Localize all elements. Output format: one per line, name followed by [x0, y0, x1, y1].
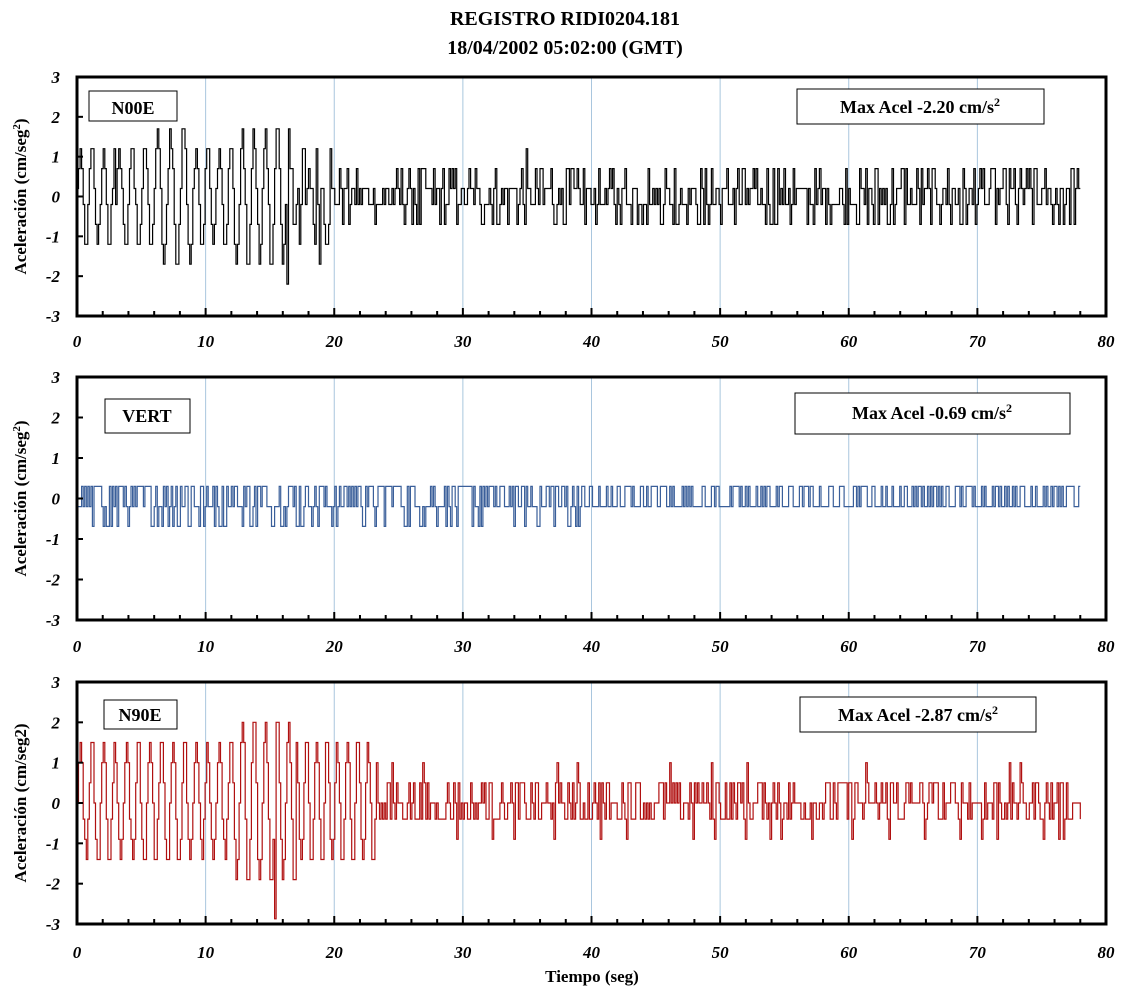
- chart-title-line2: 18/04/2002 05:02:00 (GMT): [447, 37, 683, 59]
- max-accel-box: [799, 696, 1037, 733]
- y-tick-label: 1: [52, 449, 61, 468]
- y-tick-label: 0: [52, 188, 61, 207]
- y-tick-label: 0: [52, 794, 61, 813]
- waveform-n90e: [77, 721, 1081, 920]
- y-tick-label: 3: [51, 673, 61, 692]
- x-tick-label: 30: [453, 332, 472, 351]
- component-label: VERT: [122, 406, 171, 426]
- max-accel-box: [796, 88, 1045, 125]
- component-label-box: [104, 398, 191, 434]
- y-axis-label: Aceleración (cm/seg2): [11, 118, 30, 274]
- y-tick-label: -2: [46, 571, 61, 590]
- max-accel-label: Max Acel -2.87 cm/s2: [838, 703, 998, 725]
- x-tick-label: 0: [73, 943, 82, 962]
- x-tick-label: 20: [325, 943, 344, 962]
- x-tick-label: 30: [453, 943, 472, 962]
- y-tick-label: 1: [52, 148, 61, 167]
- y-tick-label: -1: [46, 834, 60, 853]
- y-tick-label: 0: [52, 490, 61, 509]
- y-tick-label: -3: [46, 611, 61, 630]
- y-tick-label: 2: [51, 713, 61, 732]
- x-tick-label: 70: [969, 637, 987, 656]
- x-tick-label: 10: [197, 332, 215, 351]
- x-tick-label: 60: [840, 332, 858, 351]
- x-tick-label: 70: [969, 332, 987, 351]
- x-tick-label: 20: [325, 637, 344, 656]
- x-tick-label: 20: [325, 332, 344, 351]
- max-accel-box: [794, 392, 1071, 435]
- x-tick-label: 0: [73, 332, 82, 351]
- x-tick-label: 80: [1098, 332, 1116, 351]
- y-tick-label: 1: [52, 754, 61, 773]
- y-tick-label: 2: [51, 108, 61, 127]
- chart-title-line1: REGISTRO RIDI0204.181: [449, 8, 681, 30]
- x-tick-label: 0: [73, 637, 82, 656]
- component-label: N90E: [118, 705, 161, 725]
- y-axis-label: Aceleración (cm/seg2): [11, 723, 30, 882]
- y-tick-label: 3: [51, 68, 61, 87]
- x-tick-label: 10: [197, 637, 215, 656]
- y-tick-label: -1: [46, 227, 60, 246]
- x-tick-label: 60: [840, 637, 858, 656]
- max-accel-label: Max Acel -0.69 cm/s2: [852, 401, 1012, 423]
- x-tick-label: 50: [712, 332, 730, 351]
- x-tick-label: 50: [712, 637, 730, 656]
- y-tick-label: -1: [46, 530, 60, 549]
- y-tick-label: -2: [46, 875, 61, 894]
- x-tick-label: 40: [582, 332, 601, 351]
- x-tick-label: 50: [712, 943, 730, 962]
- x-axis-label: Tiempo (seg): [545, 967, 639, 986]
- component-label: N00E: [111, 98, 154, 118]
- x-tick-label: 60: [840, 943, 858, 962]
- x-tick-label: 40: [582, 637, 601, 656]
- max-accel-label: Max Acel -2.20 cm/s2: [840, 95, 1000, 117]
- y-tick-label: 2: [51, 409, 61, 428]
- x-tick-label: 70: [969, 943, 987, 962]
- y-axis-label: Aceleración (cm/seg2): [11, 420, 30, 576]
- component-label-box: [88, 90, 178, 122]
- y-tick-label: 3: [51, 368, 61, 387]
- y-tick-label: -3: [46, 307, 61, 326]
- x-tick-label: 10: [197, 943, 215, 962]
- waveform-n00e: [77, 128, 1081, 285]
- x-tick-label: 80: [1098, 943, 1116, 962]
- x-tick-label: 40: [582, 943, 601, 962]
- y-tick-label: -2: [46, 267, 61, 286]
- waveform-vert: [77, 485, 1081, 527]
- x-tick-label: 80: [1098, 637, 1116, 656]
- x-tick-label: 30: [453, 637, 472, 656]
- y-tick-label: -3: [46, 915, 61, 934]
- component-label-box: [103, 699, 178, 730]
